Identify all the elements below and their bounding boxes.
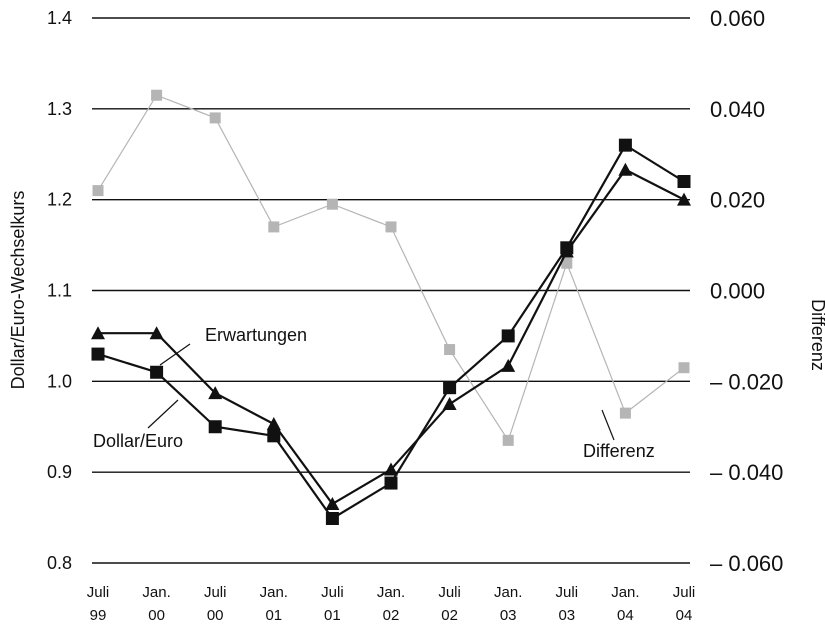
x-tick-label: 03: [558, 607, 575, 624]
data-point-square: [208, 420, 222, 434]
y-tick-label-left: 1.1: [47, 281, 72, 301]
y-tick-label-right: 0.060: [710, 6, 765, 31]
data-point-square: [92, 185, 104, 197]
series-layer: [91, 89, 691, 525]
x-tick-label: 02: [383, 607, 400, 624]
right-axis-ticks: 0.060 0.040 0.020 0.000 – 0.020 – 0.040 – 0.06…: [710, 6, 783, 576]
data-point-triangle: [149, 326, 164, 340]
data-point-square: [561, 257, 573, 269]
series-line: [97, 94, 685, 442]
data-point-square: [267, 429, 281, 443]
x-tick-label: Jan.: [611, 584, 639, 601]
data-point-square: [209, 112, 221, 124]
series-erwartungen: [91, 162, 691, 510]
x-tick-label: Jan.: [377, 584, 405, 601]
data-point-triangle: [91, 326, 105, 340]
x-tick-label: Juli: [87, 584, 110, 601]
data-point-square: [619, 407, 631, 419]
y-tick-label-left: 1.0: [47, 371, 72, 391]
x-tick-label: 01: [324, 607, 341, 624]
x-tick-label: 99: [90, 607, 107, 624]
data-point-square: [443, 381, 457, 395]
data-point-square: [678, 362, 690, 374]
data-point-triangle: [442, 397, 457, 411]
x-tick-label: 04: [617, 607, 634, 624]
y-tick-label-left: 1.4: [47, 8, 72, 28]
x-tick-label: Juli: [321, 584, 344, 601]
data-point-square: [91, 347, 105, 361]
left-axis-ticks: 1.4 1.3 1.2 1.1 1.0 0.9 0.8: [47, 8, 72, 573]
y-axis-label-left: Dollar/Euro-Wechselkurs: [8, 191, 28, 390]
data-point-triangle: [325, 496, 340, 510]
data-point-square: [150, 365, 164, 379]
x-tick-label: Jan.: [494, 584, 522, 601]
data-point-square: [560, 241, 574, 255]
x-tick-label: 00: [207, 607, 224, 624]
x-tick-label: Juli: [556, 584, 579, 601]
y-tick-label-right: 0.000: [710, 279, 765, 304]
data-point-triangle: [208, 386, 223, 400]
x-tick-label: Juli: [204, 584, 227, 601]
y-tick-label-left: 0.8: [47, 553, 72, 573]
data-point-square: [151, 89, 163, 101]
annotation-differenz: Differenz: [583, 441, 655, 461]
series-differenz: [92, 89, 690, 446]
data-point-triangle: [677, 192, 691, 206]
annotation-leader-differenz: [601, 409, 615, 441]
annotation-dollar-euro: Dollar/Euro: [93, 431, 183, 451]
y-tick-label-right: 0.020: [710, 188, 765, 213]
x-tick-label: Jan.: [142, 584, 170, 601]
x-tick-label: 00: [148, 607, 165, 624]
data-point-triangle: [266, 417, 281, 431]
data-point-square: [502, 434, 514, 446]
y-tick-label-right: 0.040: [710, 97, 765, 122]
y-tick-label-right: – 0.040: [710, 460, 783, 485]
data-point-triangle: [618, 162, 633, 176]
data-point-square: [325, 511, 339, 525]
data-point-square: [326, 198, 338, 210]
y-tick-label-right: – 0.060: [710, 551, 783, 576]
data-point-square: [268, 221, 280, 233]
x-tick-label: 01: [265, 607, 282, 624]
annotation-leader-dollar-euro: [147, 399, 179, 429]
y-tick-label-left: 0.9: [47, 462, 72, 482]
x-tick-label: Juli: [438, 584, 461, 601]
x-tick-label: 03: [500, 607, 517, 624]
data-point-square: [385, 221, 397, 233]
data-point-triangle: [501, 358, 516, 372]
annotation-erwartungen: Erwartungen: [205, 325, 307, 345]
data-point-square: [444, 344, 456, 356]
series-dollar-euro: [91, 138, 691, 525]
x-tick-label: Juli: [673, 584, 696, 601]
x-tick-label: 02: [441, 607, 458, 624]
data-point-square: [501, 329, 515, 343]
data-point-square: [384, 476, 398, 490]
y-tick-label-right: – 0.020: [710, 369, 783, 394]
x-tick-label: 04: [676, 607, 693, 624]
annotation-leader-erwartungen: [159, 343, 191, 366]
y-axis-label-right: Differenz: [808, 299, 825, 371]
y-tick-label-left: 1.2: [47, 190, 72, 210]
x-axis-ticks: Juli 99 Jan. 00 Juli 00 Jan. 01 Juli 01 Jan. 02 Juli…: [87, 584, 696, 624]
y-tick-label-left: 1.3: [47, 99, 72, 119]
data-point-triangle: [384, 462, 398, 476]
x-tick-label: Jan.: [260, 584, 288, 601]
data-point-square: [677, 175, 691, 188]
data-point-square: [618, 138, 632, 152]
